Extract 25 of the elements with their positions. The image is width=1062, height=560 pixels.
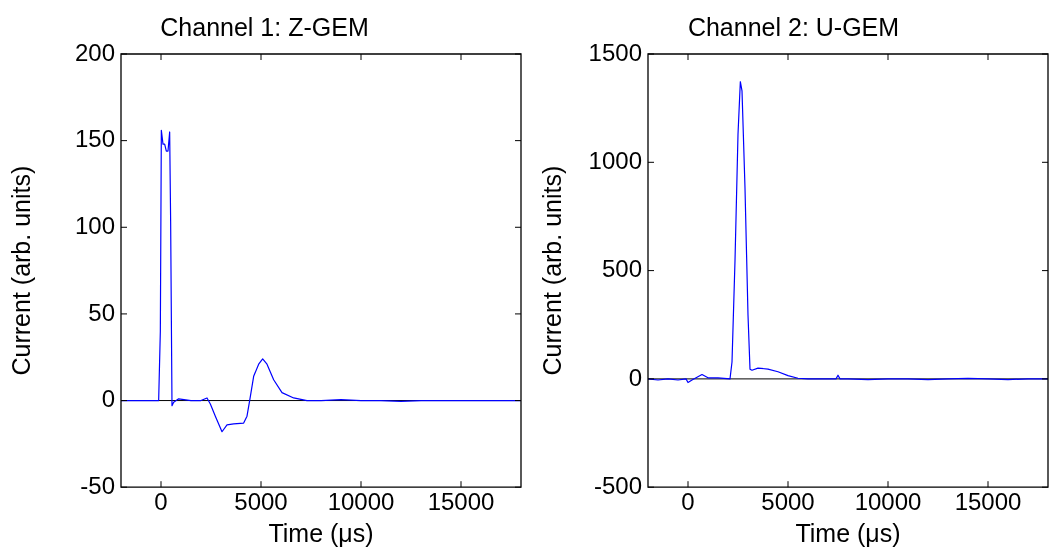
x-axis-title: Time (μs) xyxy=(268,518,374,547)
x-tick-label: 0 xyxy=(154,488,168,516)
y-tick-label: 100 xyxy=(74,211,115,239)
chart-title: Channel 1: Z-GEM xyxy=(160,12,369,41)
y-tick-label: 200 xyxy=(74,38,115,66)
y-tick-label: -50 xyxy=(80,471,115,499)
x-tick-label: 10000 xyxy=(854,488,922,516)
y-tick-label: 1500 xyxy=(588,38,642,66)
y-tick-label: 1000 xyxy=(588,146,642,174)
x-tick-label: 5000 xyxy=(234,488,288,516)
y-tick-label: 50 xyxy=(88,298,115,326)
chart-title: Channel 2: U-GEM xyxy=(687,12,900,41)
x-tick-label: 10000 xyxy=(327,488,395,516)
x-tick-label: 5000 xyxy=(761,488,815,516)
y-axis-title: Current (arb. units) xyxy=(6,165,35,376)
x-axis-title: Time (μs) xyxy=(795,518,901,547)
y-tick-label: 150 xyxy=(74,125,115,153)
x-tick-label: 0 xyxy=(681,488,695,516)
y-tick-label: 500 xyxy=(601,255,642,283)
x-tick-label: 15000 xyxy=(427,488,495,516)
y-tick-label: 0 xyxy=(628,363,642,391)
y-tick-label: -500 xyxy=(593,471,642,499)
y-tick-label: 0 xyxy=(101,385,115,413)
x-tick-label: 15000 xyxy=(954,488,1022,516)
y-axis-title: Current (arb. units) xyxy=(537,165,566,376)
